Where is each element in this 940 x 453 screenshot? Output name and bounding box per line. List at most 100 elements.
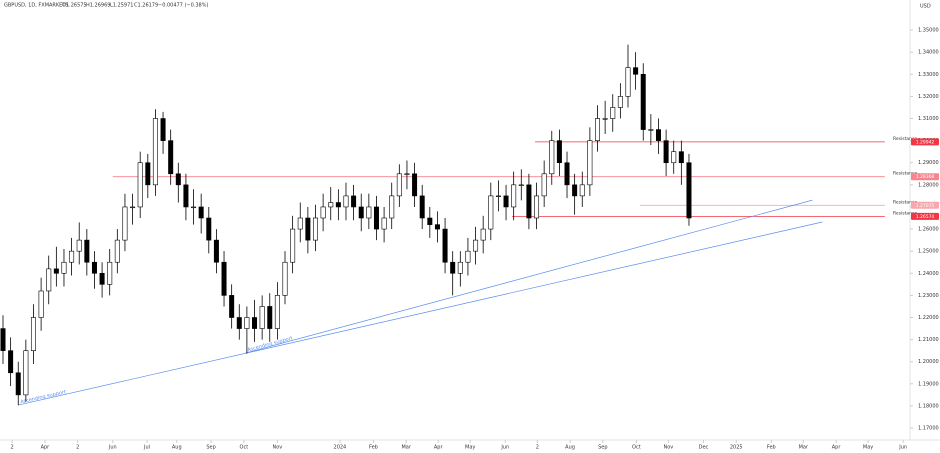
candle-body — [84, 239, 90, 263]
price-tag-label: 1.28368 — [916, 174, 935, 180]
y-tick-label: 1.33000 — [918, 72, 939, 78]
candle-body — [518, 184, 524, 186]
y-tick-label: 1.29000 — [918, 160, 939, 166]
candle-body — [442, 228, 448, 263]
trendline — [245, 199, 813, 354]
candle-body — [267, 306, 273, 329]
candle-body — [23, 350, 29, 396]
candle-body — [526, 184, 532, 219]
x-tick-label: Dec — [699, 445, 709, 451]
candle-body — [168, 140, 174, 175]
x-tick-label: May — [863, 445, 873, 451]
candle-body — [297, 217, 303, 230]
candle-body — [473, 239, 479, 252]
candle-body — [0, 328, 6, 351]
candle-body — [404, 173, 410, 175]
candle-body — [61, 261, 67, 274]
candle-body — [46, 268, 52, 292]
x-tick-label: Sep — [598, 445, 607, 451]
candle-body — [381, 217, 387, 230]
y-tick-label: 1.35000 — [918, 28, 939, 34]
x-tick-label: Mar — [799, 445, 809, 451]
ohlc-legend-item: O1.26575 — [62, 3, 87, 9]
y-tick-label: 1.34000 — [918, 50, 939, 56]
x-tick-label: Sep — [206, 445, 215, 451]
candle-body — [595, 118, 601, 141]
x-tick-label: 2 — [536, 445, 539, 451]
x-tick-label: Feb — [767, 445, 776, 451]
candle-body — [343, 195, 349, 208]
candle-body — [198, 206, 204, 219]
x-tick-label: Nov — [273, 445, 283, 451]
candle-body — [450, 261, 456, 274]
x-tick-label: 2 — [11, 445, 14, 451]
candle-body — [130, 206, 136, 209]
candle-body — [465, 250, 471, 263]
candle-body — [572, 184, 578, 197]
candle-body — [328, 202, 334, 208]
price-tag-label: 1.29942 — [916, 139, 935, 145]
candle-body — [30, 317, 36, 351]
ohlc-legend-item: −0.00477 (−0.38%) — [158, 3, 208, 9]
candle-body — [678, 151, 684, 164]
x-tick-label: Oct — [240, 445, 249, 451]
price-tag — [911, 173, 939, 181]
y-tick-label: 1.19000 — [918, 381, 939, 387]
candle-body — [457, 261, 463, 274]
y-tick-label: 1.26000 — [918, 227, 939, 233]
x-tick-label: Aug — [565, 445, 575, 451]
candle-body — [480, 228, 486, 241]
candle-body — [91, 261, 97, 274]
y-tick-label: 1.17000 — [918, 426, 939, 432]
resistance-label: Resistance — [893, 199, 917, 205]
candle-body — [312, 217, 318, 241]
candle-body — [434, 224, 440, 230]
candle-body — [655, 129, 661, 141]
y-tick-label: 1.23000 — [918, 293, 939, 299]
candle-body — [351, 195, 357, 208]
candle-body — [114, 239, 120, 263]
x-tick-label: Jul — [143, 445, 150, 451]
candle-body — [564, 162, 570, 186]
candle-body — [38, 290, 44, 318]
currency-label: USD — [920, 4, 931, 10]
candle-body — [610, 107, 616, 119]
candle-body — [541, 173, 547, 197]
ohlc-legend-item: C1.26179 — [134, 3, 158, 9]
y-tick-label: 1.31000 — [918, 116, 939, 122]
candle-body — [640, 73, 646, 130]
x-tick-label: 2025 — [730, 445, 743, 451]
x-tick-label: Jun — [500, 445, 509, 451]
x-tick-label: Oct — [632, 445, 641, 451]
candle-body — [412, 173, 418, 197]
candle-body — [427, 217, 433, 225]
price-tag — [911, 212, 939, 220]
candle-body — [236, 317, 242, 329]
candle-body — [290, 228, 296, 263]
candle-body — [495, 195, 501, 197]
candle-body — [305, 217, 311, 241]
candle-body — [556, 140, 562, 164]
y-tick-label: 1.25000 — [918, 249, 939, 255]
candle-body — [8, 350, 14, 374]
y-tick-label: 1.24000 — [918, 271, 939, 277]
y-tick-label: 1.20000 — [918, 359, 939, 365]
candle-body — [76, 239, 82, 252]
candle-body — [320, 206, 326, 219]
candle-body — [53, 268, 59, 274]
candle-body — [671, 151, 677, 164]
candle-body — [160, 118, 166, 141]
y-tick-label: 1.22000 — [918, 315, 939, 321]
candle-body — [648, 129, 654, 131]
candle-body — [99, 272, 105, 285]
x-tick-label: Apr — [41, 445, 51, 451]
candle-body — [252, 317, 258, 329]
candle-body — [335, 202, 341, 208]
candle-body — [274, 295, 280, 329]
price-tag — [911, 138, 939, 146]
candle-body — [663, 140, 669, 164]
candle-body — [549, 140, 555, 175]
x-tick-label: 2 — [76, 445, 79, 451]
candle-body — [259, 306, 265, 329]
